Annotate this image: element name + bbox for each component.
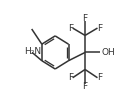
Text: OH: OH [102, 48, 115, 57]
Text: F: F [82, 14, 88, 23]
Text: F: F [97, 24, 102, 33]
Text: F: F [68, 24, 73, 33]
Text: F: F [68, 73, 73, 82]
Text: H₂N: H₂N [24, 47, 42, 56]
Text: F: F [82, 82, 88, 91]
Text: F: F [97, 73, 102, 82]
